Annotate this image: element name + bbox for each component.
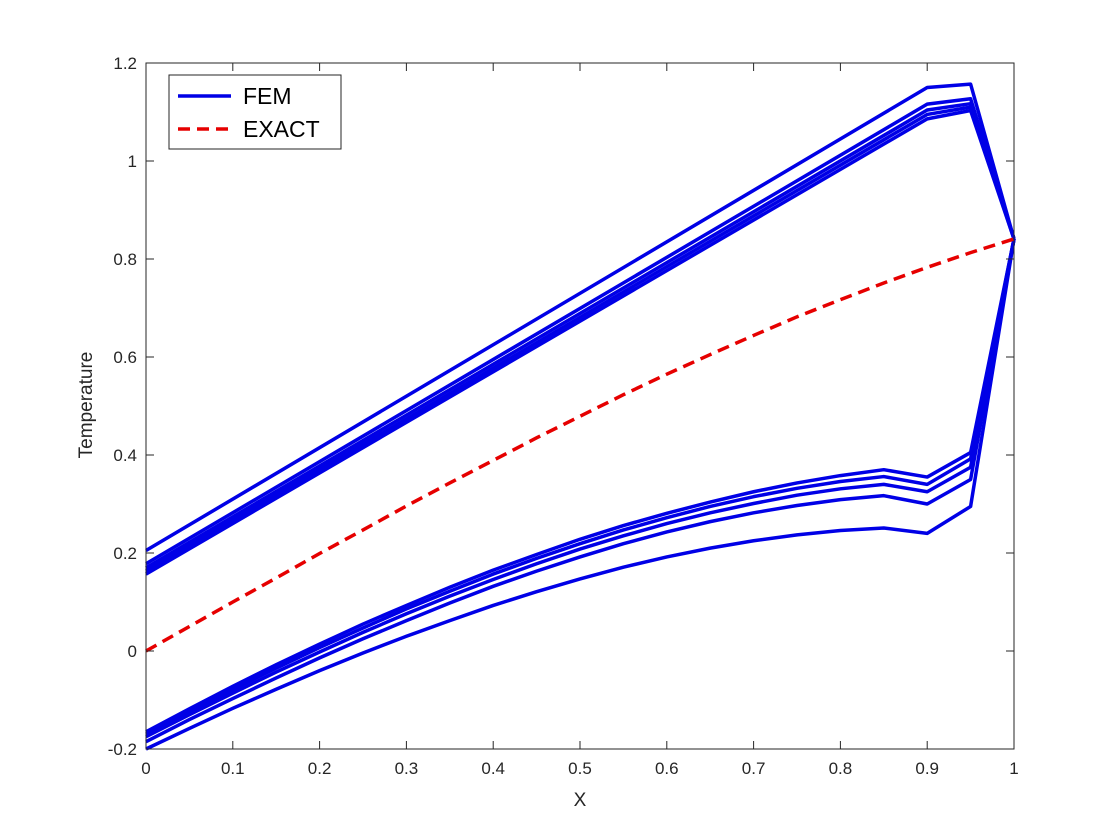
plot-area: 0 0.1 0.2 0.3 0.4 0.5 0.6 0.7 0.8 0.9 1 -0.200.20.… bbox=[108, 54, 1019, 778]
y-tick-label: 0.6 bbox=[113, 348, 137, 367]
y-tick-label: 0.4 bbox=[113, 446, 137, 465]
y-tick-label: 1 bbox=[128, 152, 137, 171]
legend-label-fem: FEM bbox=[243, 83, 292, 109]
y-tick-label: 0.8 bbox=[113, 250, 137, 269]
x-tick-label: 0.4 bbox=[481, 759, 505, 778]
x-tick-label: 0.9 bbox=[915, 759, 939, 778]
fem-series-line-9 bbox=[145, 238, 1016, 744]
x-axis-label: X bbox=[574, 790, 587, 811]
legend-label-exact: EXACT bbox=[243, 116, 320, 142]
fem-series-line-8 bbox=[145, 238, 1016, 739]
y-tick-label: 0.2 bbox=[113, 544, 137, 563]
x-axis: 0 0.1 0.2 0.3 0.4 0.5 0.6 0.7 0.8 0.9 1 bbox=[141, 63, 1019, 778]
x-tick-label: 0.2 bbox=[308, 759, 332, 778]
plot-background bbox=[146, 63, 1014, 749]
x-tick-label: 0.5 bbox=[568, 759, 592, 778]
y-tick-label: -0.2 bbox=[108, 740, 137, 759]
y-tick-label: 0 bbox=[128, 642, 137, 661]
x-tick-label: 0 bbox=[141, 759, 150, 778]
x-tick-label: 0.3 bbox=[395, 759, 419, 778]
fem-series-line-7 bbox=[145, 238, 1016, 736]
x-tick-label: 0.1 bbox=[221, 759, 245, 778]
fem-series-line-5 bbox=[145, 108, 1016, 576]
fem-series-line-1 bbox=[145, 82, 1016, 553]
y-tick-label: 1.2 bbox=[113, 54, 137, 73]
legend: FEM EXACT bbox=[168, 74, 342, 150]
y-axis-label: Temperature bbox=[76, 352, 97, 459]
series-layer bbox=[145, 82, 1016, 751]
legend-box bbox=[168, 74, 342, 150]
y-axis: -0.2 0 0.2 0.4 0.6 0.8 1 1.2 bbox=[108, 54, 1014, 759]
x-tick-label: 0.7 bbox=[742, 759, 766, 778]
x-tick-label: 0.6 bbox=[655, 759, 679, 778]
fem-series-line-6 bbox=[145, 238, 1016, 734]
x-tick-label: 0.8 bbox=[829, 759, 853, 778]
fem-series-line-10 bbox=[145, 238, 1016, 751]
x-tick-label: 1 bbox=[1009, 759, 1018, 778]
exact-series-line bbox=[145, 237, 1015, 653]
